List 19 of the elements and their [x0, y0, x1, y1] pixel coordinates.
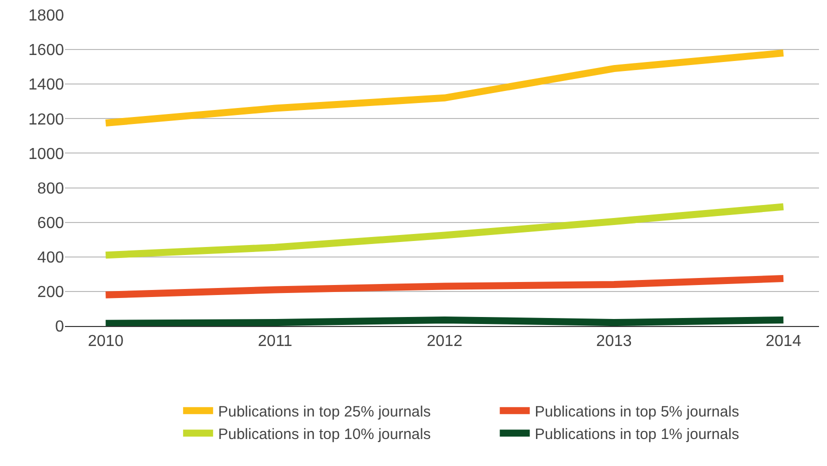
y-tick-label: 1600: [28, 42, 64, 60]
y-tick-label: 1200: [28, 111, 64, 128]
y-tick-label: 400: [37, 249, 64, 266]
y-tick-label: 600: [37, 214, 64, 232]
x-tick-label: 2014: [766, 333, 802, 350]
legend-label: Publications in top 5% journals: [534, 404, 740, 421]
y-tick-label: 800: [37, 180, 64, 198]
x-tick-label: 2013: [596, 333, 632, 350]
y-tick-label: 0: [55, 318, 64, 336]
y-tick-label: 1000: [28, 146, 64, 163]
y-tick-label: 1400: [28, 76, 64, 94]
y-tick-label: 1800: [28, 8, 64, 25]
x-tick-label: 2010: [88, 333, 124, 350]
x-tick-label: 2012: [426, 333, 462, 350]
y-tick-label: 200: [37, 284, 64, 302]
legend-label: Publications in top 1% journals: [534, 426, 740, 444]
legend-label: Publications in top 10% journals: [218, 426, 431, 444]
legend-label: Publications in top 25% journals: [218, 404, 431, 421]
x-tick-label: 2011: [258, 333, 292, 350]
